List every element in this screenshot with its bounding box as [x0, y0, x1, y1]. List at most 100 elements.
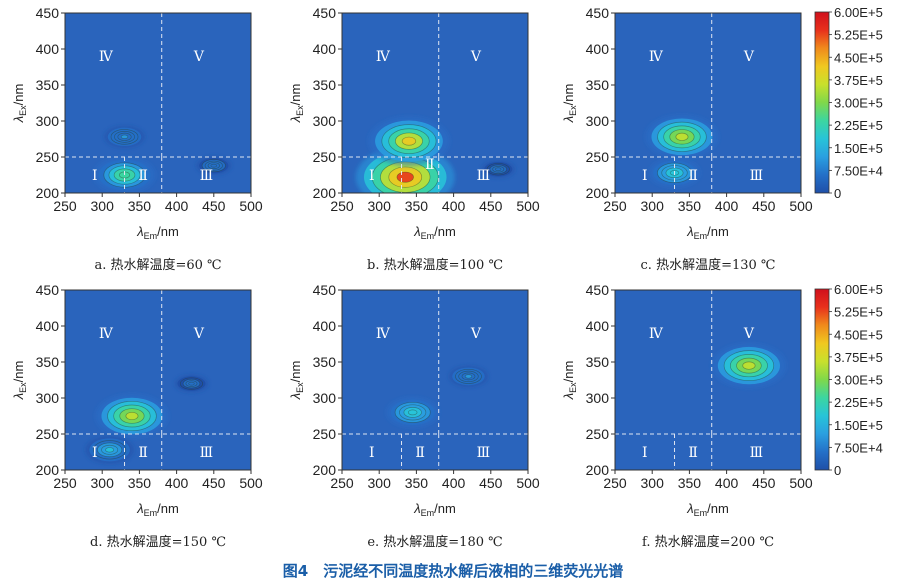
x-tick-label: 250 — [53, 198, 77, 214]
region-label: Ⅱ — [138, 168, 148, 184]
region-label: Ⅱ — [415, 445, 425, 461]
panel-caption: f. 热水解温度=200 ℃ — [642, 534, 774, 550]
region-label: Ⅲ — [200, 445, 214, 461]
y-tick-label: 350 — [586, 354, 610, 370]
x-tick-label: 400 — [442, 198, 466, 214]
y-tick-label: 200 — [36, 185, 60, 201]
peak-contour — [125, 411, 139, 421]
colorbar-label: 5.25E+5 — [834, 28, 883, 43]
y-tick-label: 400 — [313, 318, 337, 334]
colorbar-label: 7.50E+4 — [834, 440, 883, 455]
y-axis-subscript: Ex — [18, 382, 28, 393]
x-tick-label: 300 — [641, 198, 665, 214]
y-tick-label: 300 — [36, 390, 60, 406]
colorbar-label: 1.50E+5 — [834, 418, 883, 433]
x-tick-label: 400 — [715, 198, 739, 214]
fluorescence-peak — [104, 125, 145, 148]
fluorescence-peak — [645, 114, 719, 159]
x-tick-label: 500 — [516, 475, 540, 491]
plot-content — [386, 365, 488, 428]
y-tick-label: 350 — [313, 77, 337, 93]
x-axis-symbol: λ — [136, 501, 143, 516]
region-label: Ⅱ — [425, 157, 435, 173]
region-label: Ⅲ — [477, 445, 491, 461]
y-axis-unit: /nm — [11, 84, 26, 106]
y-tick-label: 450 — [586, 5, 610, 21]
region-label: Ⅴ — [193, 49, 205, 65]
panel-caption: a. 热水解温度=60 ℃ — [94, 257, 221, 273]
y-tick-label: 250 — [36, 149, 60, 165]
panel-caption: b. 热水解温度=100 ℃ — [367, 257, 503, 273]
y-axis-symbol: λ — [561, 116, 576, 123]
colorbar-label: 2.25E+5 — [834, 118, 883, 133]
region-label: Ⅱ — [688, 168, 698, 184]
y-tick-label: 450 — [586, 282, 610, 298]
peak-contour — [105, 447, 115, 453]
fluorescence-peak — [95, 394, 169, 438]
colorbar: 6.00E+5 5.25E+5 4.50E+5 3.75E+5 3.00E+5 2.25E… — [814, 282, 883, 478]
plot-frame — [64, 12, 252, 194]
peak-contour — [675, 132, 689, 141]
plot-content — [355, 116, 516, 193]
y-tick-label: 200 — [313, 462, 337, 478]
plot-frame — [614, 12, 802, 194]
x-tick-label: 250 — [330, 475, 354, 491]
x-tick-label: 300 — [91, 198, 115, 214]
region-label: Ⅳ — [99, 49, 114, 65]
x-axis-subscript: Em — [144, 231, 158, 241]
y-tick-label: 450 — [313, 5, 337, 21]
colorbar-label: 3.75E+5 — [834, 350, 883, 365]
x-tick-label: 300 — [368, 475, 392, 491]
y-axis-subscript: Ex — [295, 105, 305, 116]
y-tick-label: 450 — [36, 282, 60, 298]
y-axis-title: λEx/nm — [561, 361, 578, 401]
x-tick-label: 450 — [202, 198, 226, 214]
x-tick-label: 350 — [678, 198, 702, 214]
y-tick-label: 400 — [586, 41, 610, 57]
x-axis-title: λEm/nm — [136, 501, 179, 518]
y-axis-symbol: λ — [11, 393, 26, 400]
y-tick-label: 250 — [313, 149, 337, 165]
fluorescence-peak — [481, 160, 516, 179]
x-axis-unit: /nm — [434, 501, 456, 516]
region-label: Ⅲ — [477, 168, 491, 184]
colorbar-label: 3.00E+5 — [834, 373, 883, 388]
fluorescence-peak — [368, 116, 450, 166]
x-axis-symbol: λ — [413, 501, 420, 516]
plot-content — [85, 374, 209, 464]
x-tick-label: 350 — [128, 475, 152, 491]
peak-contour — [407, 409, 418, 416]
y-tick-label: 450 — [313, 282, 337, 298]
colorbar-label: 2.25E+5 — [834, 395, 883, 410]
fluorescence-peak — [448, 365, 488, 387]
y-tick-label: 200 — [36, 462, 60, 478]
x-tick-label: 350 — [405, 475, 429, 491]
region-label: Ⅰ — [369, 168, 375, 184]
fluorescence-peak — [196, 156, 232, 175]
figure-title: 图4 污泥经不同温度热水解后液相的三维荧光光谱 — [283, 562, 623, 580]
plot-frame — [341, 289, 529, 471]
x-axis-symbol: λ — [686, 224, 693, 239]
fluorescence-peak — [711, 343, 787, 388]
y-axis-title: λEx/nm — [11, 361, 28, 401]
x-axis-subscript: Em — [421, 231, 435, 241]
x-axis-title: λEm/nm — [413, 224, 456, 241]
y-axis-unit: /nm — [561, 361, 576, 383]
peak-contour — [742, 361, 756, 370]
colorbar-label: 4.50E+5 — [834, 327, 883, 342]
y-axis-title: λEx/nm — [288, 361, 305, 401]
y-tick-label: 250 — [36, 426, 60, 442]
colorbar-label: 6.00E+5 — [834, 282, 883, 297]
y-tick-label: 300 — [313, 113, 337, 129]
y-tick-label: 350 — [36, 77, 60, 93]
x-axis-symbol: λ — [413, 224, 420, 239]
x-axis-subscript: Em — [694, 231, 708, 241]
region-label: Ⅴ — [193, 326, 205, 342]
x-tick-label: 250 — [53, 475, 77, 491]
region-label: Ⅲ — [200, 168, 214, 184]
x-tick-label: 300 — [368, 198, 392, 214]
